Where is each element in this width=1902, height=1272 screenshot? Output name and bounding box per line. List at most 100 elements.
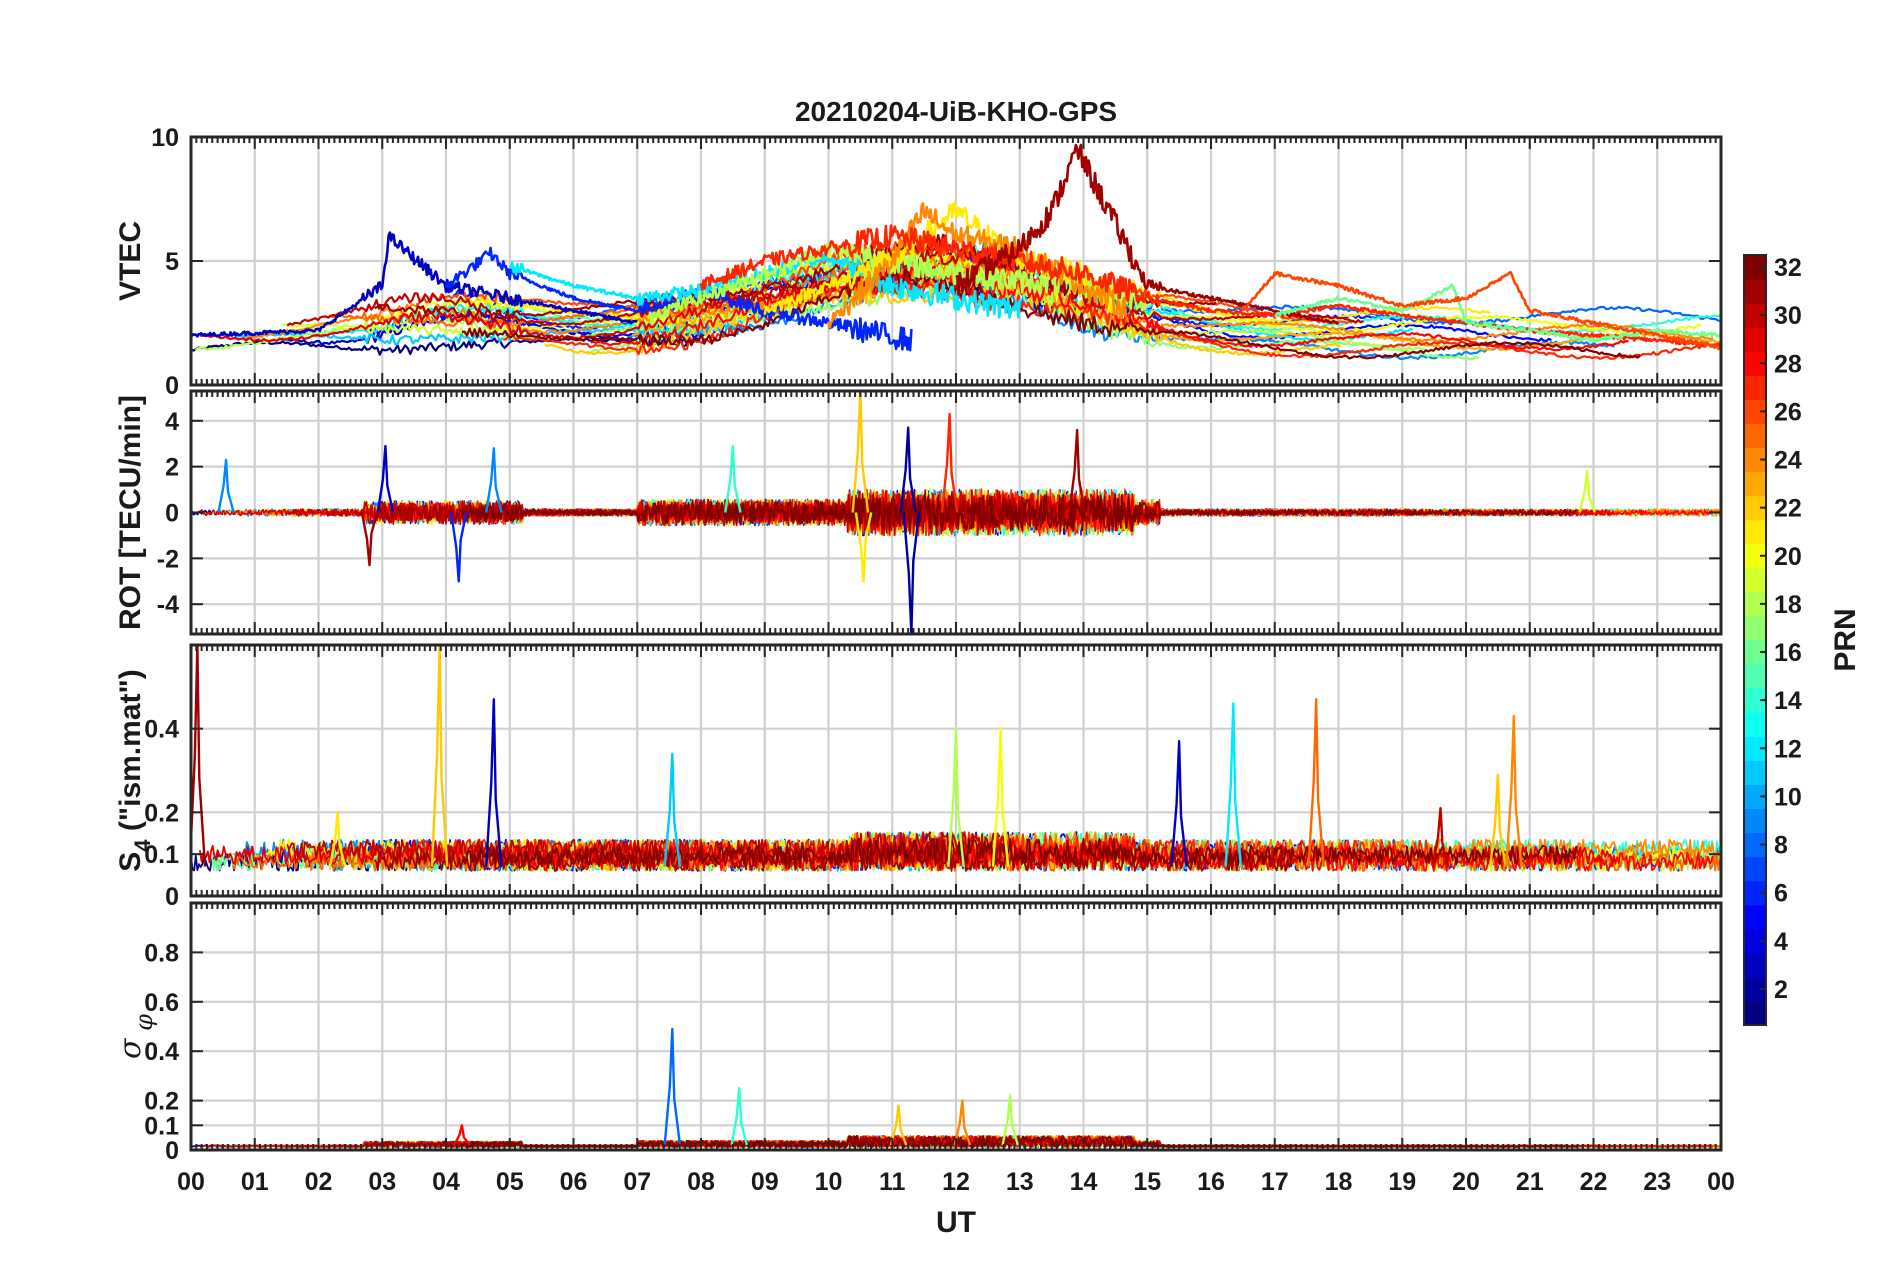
x-tick-label: 14 [1070,1168,1098,1196]
spike-mark [940,412,959,513]
x-tick-label: 19 [1388,1168,1416,1196]
spike-mark [191,645,207,867]
colorbar-swatch [1744,640,1766,665]
colorbar-swatch [1744,880,1766,906]
colorbar-tick-label: 22 [1774,495,1802,523]
y-tick-label: 4 [165,408,179,436]
y-tick-label: 0.4 [144,1038,179,1066]
x-tick-label: 09 [751,1168,779,1196]
colorbar-swatch [1744,1000,1766,1026]
colorbar-swatch [1744,832,1766,858]
colorbar-tick-label: 8 [1774,832,1788,860]
x-tick-label: 02 [305,1168,333,1196]
y-axis-label: S4 ("ism.mat") [114,669,155,871]
colorbar-swatch [1744,952,1766,978]
tick-marks [190,903,1722,1151]
colorbar-swatch [1744,303,1766,328]
y-tick-label: 2 [165,454,179,482]
spike-mark [663,752,682,867]
y-tick-label: 0 [165,1137,179,1165]
rot-line-prn-32 [461,492,1578,533]
x-tick-label: 10 [815,1168,843,1196]
colorbar-swatch [1744,543,1766,569]
s4-line-prn-32 [461,837,1578,866]
x-tick-label: 11 [879,1168,906,1196]
y-tick-label: 0.8 [144,939,179,967]
spike-mark [1170,740,1188,867]
spike-mark [851,391,870,513]
spike-mark [1489,773,1507,867]
colorbar-swatch [1744,495,1766,521]
spike-mark [724,444,742,513]
colorbar-swatch [1744,856,1766,882]
colorbar-swatch [1744,784,1766,810]
y-axis-label: VTEC [114,221,147,301]
x-axis-tick-labels: 00 01 02 03 04 05 06 07 08 09 10 11 12 13 14 15 16 17 18 19… [177,1168,1735,1196]
x-tick-label: 15 [1133,1168,1161,1196]
panel-rot: -4 -2 0 2 4 ROT [TECU/min] [114,389,1723,636]
colorbar-tick-label: 2 [1774,976,1788,1004]
colorbar-swatch [1744,471,1766,497]
x-tick-label: 22 [1580,1168,1608,1196]
tick-marks [190,391,1722,634]
colorbar-swatch [1744,615,1766,641]
y-tick-label: 0.1 [144,1112,179,1140]
y-tick-label: 0.2 [144,1088,179,1116]
spike-mark [730,1087,749,1146]
x-tick-label: 03 [368,1168,396,1196]
colorbar-swatch [1744,255,1766,280]
x-tick-label: 00 [177,1168,205,1196]
colorbar-swatch [1744,664,1766,689]
spike-mark [1504,714,1523,867]
y-tick-label: -4 [157,591,179,619]
y-tick-label: 0.2 [144,799,179,827]
spike-mark [1431,806,1450,868]
y-tick-label: 0.1 [144,841,179,869]
gridlines [191,903,1721,1150]
x-tick-label: 04 [432,1168,460,1196]
colorbar-swatch [1744,327,1766,352]
x-tick-label: 07 [623,1168,651,1196]
tick-marks [190,645,1722,897]
y-tick-label: -2 [157,545,179,573]
x-tick-label: 23 [1643,1168,1671,1196]
x-tick-label: 01 [241,1168,269,1196]
y-tick-label: 0.6 [144,989,179,1017]
tick-marks [190,136,1722,386]
x-tick-label: 17 [1261,1168,1289,1196]
colorbar-swatch [1744,904,1766,930]
spike-mark [953,1099,972,1146]
colorbar-swatch [1744,423,1766,449]
colorbar-swatch [1744,279,1766,304]
vtec-line-prn-32 [461,269,1641,360]
panel-vtec: 0 5 10 VTEC [114,124,1723,400]
s4-line-prn-24 [527,831,1721,860]
spike-mark [902,512,921,634]
s4-line-prn-30 [286,831,1007,860]
colorbar-swatch [1744,760,1766,785]
colorbar-tick-label: 10 [1774,783,1802,811]
plot-lines [191,645,1721,872]
spike-mark [991,727,1010,867]
x-tick-label: 12 [942,1168,970,1196]
x-tick-label: 05 [496,1168,524,1196]
colorbar-tick-label: 12 [1774,735,1802,763]
colorbar-swatch [1744,736,1766,761]
x-tick-label: 13 [1006,1168,1034,1196]
colorbar-tick-label: 6 [1774,880,1788,908]
spike-mark [947,727,965,867]
colorbar-label: PRN [1829,608,1862,671]
spike-mark [453,1124,471,1146]
vtec-line-prn-23 [631,267,1721,352]
x-tick-label: 00 [1707,1168,1735,1196]
colorbar-tick-label: 18 [1774,591,1802,619]
figure-title: 20210204-UiB-KHO-GPS [795,96,1117,127]
y-tick-label: 0 [165,500,179,528]
vtec-line-prn-18 [194,261,1425,352]
vtec-line-prn-31 [374,233,1217,322]
spike-mark [484,698,503,867]
colorbar-swatch [1744,688,1766,713]
colorbar-swatch [1744,928,1766,954]
spike-mark [1068,428,1086,513]
